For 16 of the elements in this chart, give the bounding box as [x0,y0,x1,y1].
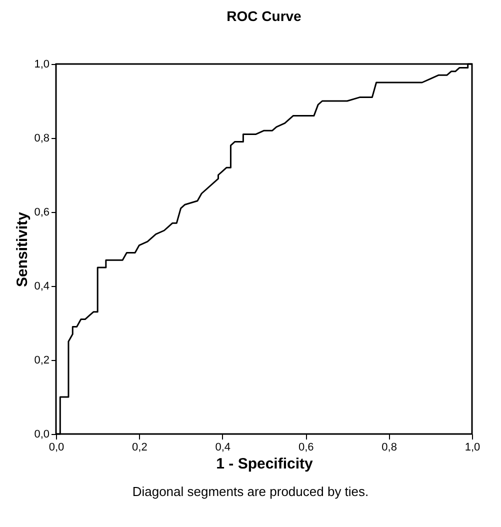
x-tick-label: 0,0 [48,442,64,454]
x-tick-label: 0,6 [298,442,314,454]
y-tick-label: 0,2 [34,354,50,366]
y-tick-label: 1,0 [34,58,50,70]
x-tick-label: 0,8 [382,442,397,454]
x-tick-label: 0,4 [215,442,231,454]
y-tick-label: 0,6 [34,206,50,218]
y-tick-label: 0,4 [34,280,50,292]
x-tick-label: 0,2 [132,442,148,454]
x-tick-label: 1,0 [464,442,480,454]
x-axis-title: 1 - Specificity [216,456,314,472]
chart-title: ROC Curve [226,8,302,24]
y-axis-title: Sensitivity [14,211,32,288]
y-tick-label: 0,0 [34,428,50,440]
text: Diagonal segments are produced by ties. [131,484,370,499]
y-tick-label: 0,8 [34,132,50,144]
